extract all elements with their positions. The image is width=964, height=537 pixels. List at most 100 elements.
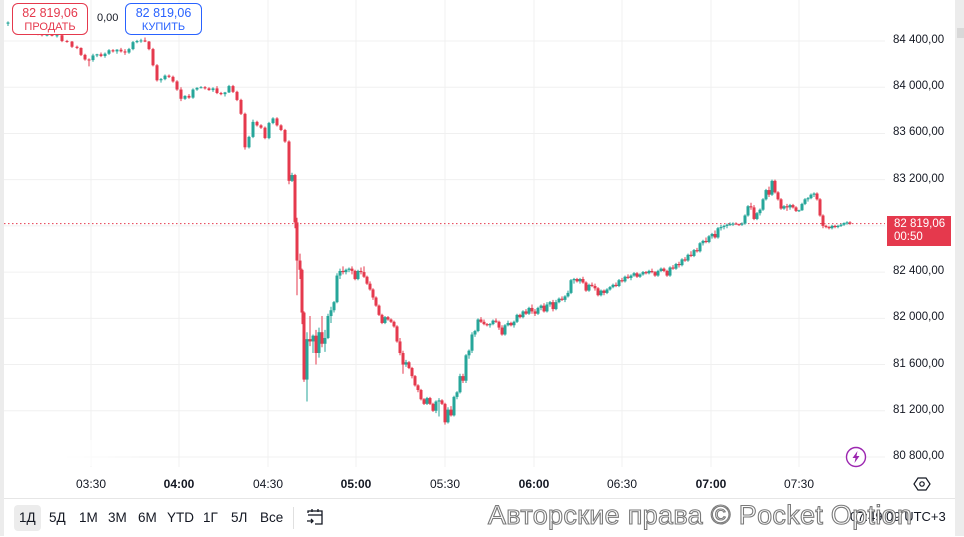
candle-body: [239, 99, 243, 114]
candle-body: [410, 368, 414, 377]
price-tick-label: 81 600,00: [893, 357, 945, 370]
range-button-0[interactable]: 1Д: [14, 505, 41, 531]
sell-label: ПРОДАТЬ: [24, 21, 76, 33]
candle-body: [365, 276, 369, 284]
candle-body: [500, 327, 504, 335]
candle-body: [215, 88, 219, 93]
candle-body: [725, 224, 729, 226]
range-button-8[interactable]: Все: [260, 510, 284, 525]
candle-body: [111, 50, 115, 52]
candle-body: [536, 307, 540, 314]
candle-body: [677, 264, 681, 266]
candle-body: [563, 296, 567, 300]
candle-body: [338, 270, 342, 276]
candle-body: [497, 321, 501, 328]
candle-body: [311, 335, 315, 342]
range-button-3[interactable]: 3М: [108, 510, 127, 525]
candle-body: [127, 49, 131, 53]
candle-body: [119, 49, 123, 52]
range-button-6[interactable]: 1Г: [203, 510, 218, 525]
candle-body: [235, 91, 239, 100]
candle-body: [602, 290, 606, 293]
candle-body: [267, 123, 271, 139]
candle-body: [656, 270, 660, 276]
candle-body: [572, 279, 576, 281]
candle-body: [55, 35, 59, 37]
candle-body: [743, 215, 747, 224]
candle-body: [79, 47, 83, 55]
candle-body: [175, 81, 179, 90]
candle-body: [509, 322, 513, 326]
candle-body: [482, 321, 486, 325]
candle-body: [298, 260, 302, 270]
time-tick-label: 06:30: [606, 477, 638, 491]
candle-body: [551, 302, 555, 310]
buy-price: 82 819,06: [135, 6, 192, 20]
time-tick-label: 06:00: [518, 477, 550, 491]
candle-body: [515, 314, 519, 322]
candle-body: [287, 141, 291, 181]
candle-body: [231, 86, 235, 92]
candle-body: [187, 95, 191, 98]
lightning-icon[interactable]: [845, 446, 867, 468]
time-tick-label: 05:00: [340, 477, 372, 491]
time-tick-label: 03:30: [75, 477, 107, 491]
candle-body: [207, 88, 211, 91]
candle-body: [575, 279, 579, 282]
candle-body: [584, 282, 588, 291]
candle-body: [407, 362, 411, 369]
candle-body: [800, 203, 804, 211]
candle-body: [554, 302, 558, 310]
candle-body: [443, 403, 447, 423]
utc-clock[interactable]: 07:49:09 UTC+3: [850, 509, 946, 524]
candle-body: [191, 89, 195, 98]
candle-body: [344, 269, 348, 273]
candle-body: [494, 320, 498, 322]
candle-body: [605, 289, 609, 293]
candle-body: [647, 270, 651, 274]
candle-body: [95, 54, 99, 56]
buy-button[interactable]: 82 819,06 КУПИТЬ: [125, 3, 202, 35]
range-button-1[interactable]: 5Д: [49, 510, 66, 525]
candle-body: [659, 268, 663, 271]
calendar-goto-icon[interactable]: [304, 506, 326, 528]
time-tick-label: 05:30: [429, 477, 461, 491]
candle-body: [545, 304, 549, 312]
candle-body: [578, 279, 582, 282]
candle-body: [818, 199, 822, 216]
candle-body: [179, 89, 183, 99]
candle-body: [734, 223, 738, 225]
candle-body: [300, 269, 304, 313]
candle-body: [665, 270, 669, 276]
candle-body: [764, 190, 768, 200]
candle-body: [419, 389, 423, 400]
candle-body: [99, 54, 103, 57]
range-button-4[interactable]: 6М: [138, 510, 157, 525]
candlestick-chart[interactable]: [0, 0, 885, 497]
candle-body: [219, 93, 223, 95]
toolbar-divider: [293, 507, 294, 529]
current-price-value: 82 819,06: [894, 218, 946, 230]
candle-body: [596, 288, 600, 296]
candle-body: [143, 40, 147, 42]
candle-body: [635, 273, 639, 277]
range-button-7[interactable]: 5Л: [231, 510, 248, 525]
range-button-5[interactable]: YTD: [167, 510, 194, 525]
candle-body: [629, 275, 633, 278]
candle-body: [566, 292, 570, 297]
candle-body: [329, 310, 333, 317]
candle-body: [749, 206, 753, 208]
candle-body: [167, 75, 171, 77]
scroll-thumb[interactable]: [957, 28, 964, 38]
candle-body: [103, 53, 107, 57]
candle-body: [290, 175, 294, 181]
candle-body: [680, 259, 684, 266]
chart-settings-icon[interactable]: [913, 475, 931, 493]
right-scrollbar[interactable]: [955, 0, 964, 536]
range-button-2[interactable]: 1М: [79, 510, 98, 525]
sell-button[interactable]: 82 819,06 ПРОДАТЬ: [12, 3, 88, 35]
candle-body: [401, 353, 405, 365]
candle-body: [488, 324, 492, 326]
candle-body: [263, 127, 267, 139]
candle-body: [70, 41, 74, 47]
